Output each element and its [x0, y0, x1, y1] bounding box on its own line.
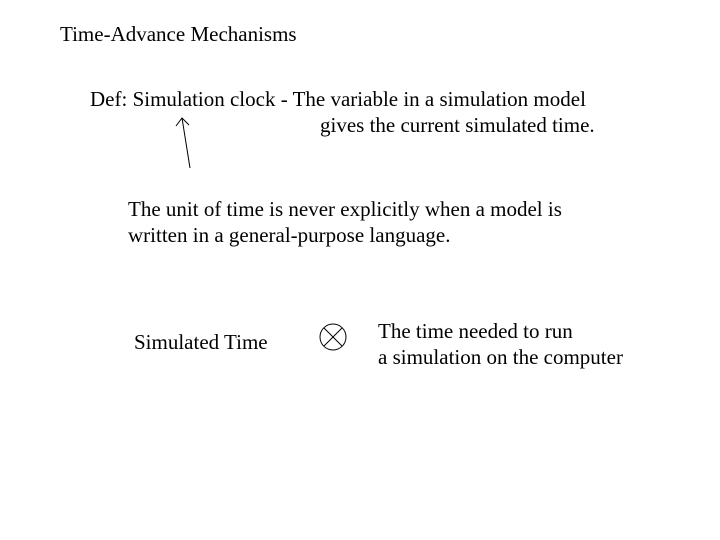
simulated-time-label: Simulated Time: [134, 330, 268, 355]
computer-time-block: The time needed to run a simulation on t…: [378, 318, 623, 371]
unit-line-2: written in a general-purpose language.: [128, 222, 562, 248]
definition-block: Def: Simulation clock - The variable in …: [90, 86, 595, 139]
definition-line-2: gives the current simulated time.: [90, 112, 595, 138]
page-title: Time-Advance Mechanisms: [60, 22, 297, 47]
not-equal-icon: [318, 322, 348, 352]
unit-line-1: The unit of time is never explicitly whe…: [128, 196, 562, 222]
computer-time-line-1: The time needed to run: [378, 318, 623, 344]
computer-time-line-2: a simulation on the computer: [378, 344, 623, 370]
unit-statement-block: The unit of time is never explicitly whe…: [128, 196, 562, 249]
arrow-up-icon: [172, 112, 202, 172]
definition-line-1: Def: Simulation clock - The variable in …: [90, 86, 595, 112]
